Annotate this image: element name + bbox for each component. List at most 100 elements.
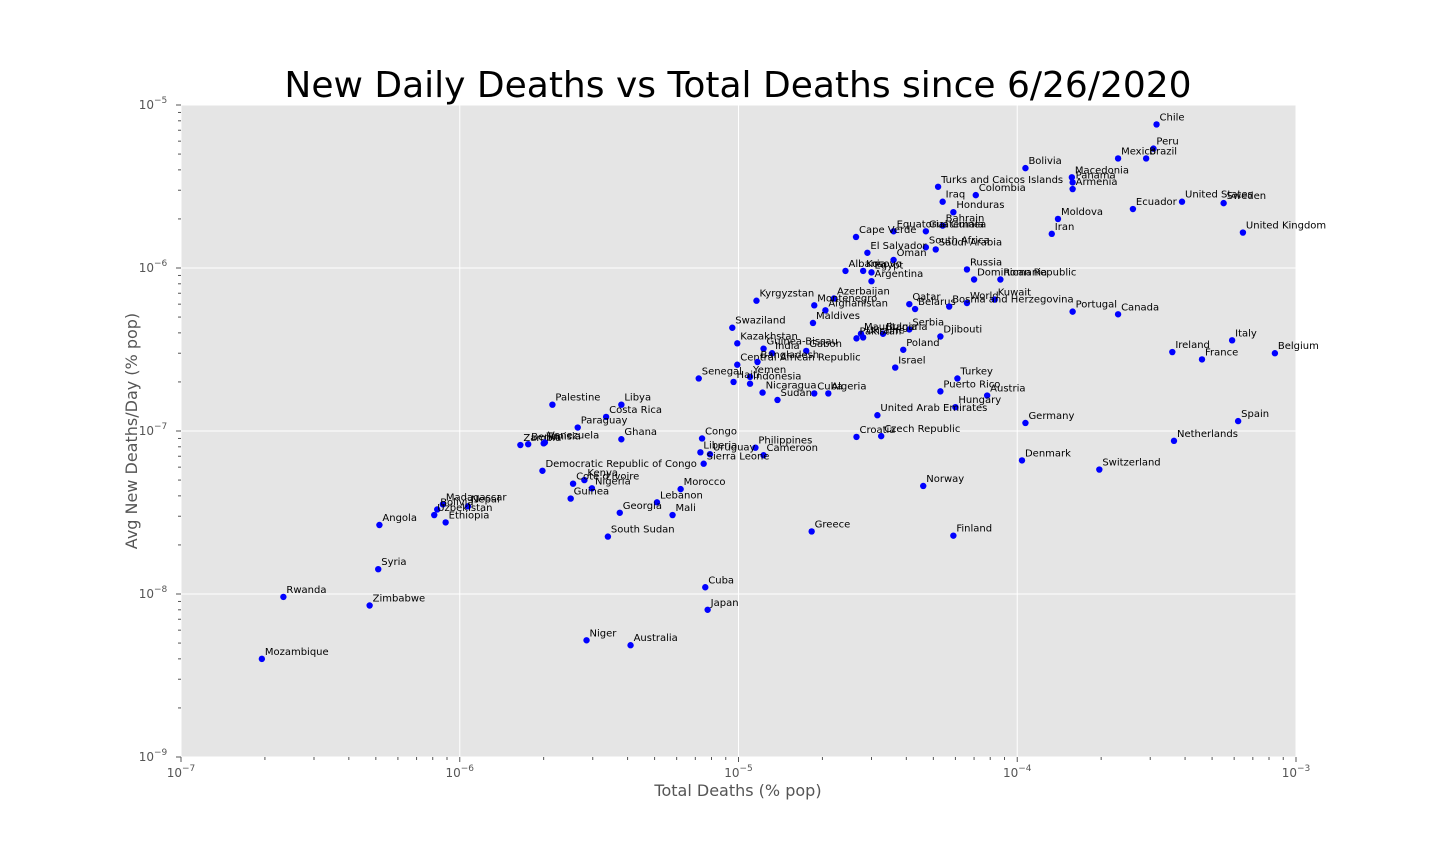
- point-label: Sierra Leone: [707, 452, 770, 463]
- point-label: Moldova: [1061, 207, 1103, 218]
- data-point: [803, 347, 810, 355]
- data-point: [852, 233, 860, 241]
- data-point: [734, 361, 741, 368]
- point-label: Lebanon: [660, 490, 703, 501]
- data-point: [906, 300, 913, 308]
- point-label: Nigeria: [595, 476, 631, 487]
- point-label: Guinea-Bissau: [767, 337, 838, 348]
- point-label: Egypt: [874, 260, 903, 271]
- point-label: Pakistan: [859, 326, 901, 337]
- point-label: Czech Republic: [884, 424, 960, 435]
- data-point: [541, 439, 549, 446]
- data-point: [375, 565, 382, 573]
- data-point: [588, 485, 596, 492]
- data-point: [879, 330, 887, 337]
- point-label: Croatia: [859, 425, 895, 436]
- y-axis-label: Avg New Deaths/Day (% pop): [122, 313, 141, 549]
- data-point: [581, 476, 588, 484]
- data-point: [906, 326, 913, 333]
- data-point: [1150, 145, 1157, 152]
- data-point: [583, 637, 590, 644]
- point-label: Angola: [382, 513, 417, 524]
- data-point: [517, 441, 524, 449]
- point-label: Maldives: [816, 311, 860, 322]
- data-point: [760, 452, 767, 459]
- data-point: [892, 364, 899, 371]
- data-point: [746, 380, 754, 387]
- point-label: Cote d'Ivoire: [576, 472, 639, 483]
- point-label: Mauritania: [864, 322, 917, 333]
- point-label: Paraguay: [581, 416, 628, 427]
- point-label: Hungary: [958, 395, 1001, 406]
- data-point: [1178, 198, 1186, 205]
- point-label: Japan: [710, 598, 739, 609]
- data-point: [946, 303, 953, 310]
- data-point: [939, 198, 946, 205]
- data-point: [753, 297, 760, 304]
- data-point: [1198, 356, 1206, 363]
- point-label: Albania: [848, 259, 885, 270]
- point-label: Kyrgyzstan: [759, 289, 814, 300]
- data-point: [730, 378, 737, 386]
- data-point: [734, 340, 741, 347]
- data-point: [698, 435, 706, 442]
- data-point: [569, 480, 577, 487]
- data-point: [1142, 155, 1150, 162]
- point-label: Poland: [906, 338, 939, 349]
- point-label: Gabon: [809, 339, 842, 350]
- point-label: Uzbekistan: [437, 503, 492, 514]
- data-point: [1018, 457, 1026, 464]
- data-point: [768, 350, 776, 357]
- data-point: [822, 307, 829, 314]
- y-tick-label: 10−6: [139, 259, 168, 275]
- data-point: [890, 228, 897, 235]
- data-point: [874, 412, 881, 419]
- x-tick-label: 10−6: [445, 764, 474, 780]
- point-label: South Africa: [929, 235, 990, 246]
- data-point: [877, 432, 885, 440]
- point-label: Venezuela: [548, 431, 599, 442]
- point-label: Brazil: [1149, 146, 1177, 157]
- data-point: [729, 324, 736, 331]
- data-point: [900, 346, 907, 353]
- data-point: [442, 519, 449, 526]
- point-label: Romania: [1003, 268, 1047, 279]
- data-point: [702, 584, 709, 591]
- y-tick-label: 10−8: [139, 585, 168, 601]
- data-point: [1129, 205, 1137, 213]
- data-point: [653, 499, 661, 506]
- data-point: [1069, 308, 1076, 315]
- data-point: [677, 485, 684, 493]
- data-point: [567, 495, 574, 502]
- point-label: Cape Verde: [859, 225, 916, 236]
- point-label: Bulgaria: [886, 322, 927, 333]
- point-label: Costa Rica: [609, 405, 662, 416]
- data-point: [752, 444, 759, 451]
- point-label: Finland: [956, 524, 992, 535]
- data-point: [937, 333, 944, 340]
- point-label: Canada: [1121, 302, 1159, 313]
- data-point: [1170, 437, 1178, 445]
- point-label: Honduras: [956, 200, 1004, 211]
- point-label: Afghanistan: [828, 298, 888, 309]
- data-point: [830, 295, 838, 302]
- data-point: [934, 183, 942, 190]
- data-point: [464, 503, 472, 510]
- data-point: [922, 228, 930, 235]
- data-point: [853, 433, 860, 441]
- data-point: [963, 266, 971, 273]
- data-point: [1169, 348, 1176, 356]
- point-label: Swaziland: [735, 316, 785, 327]
- point-label: Israel: [898, 356, 925, 367]
- data-point: [825, 390, 832, 397]
- data-point: [574, 424, 581, 431]
- point-label: Italy: [1235, 328, 1257, 339]
- point-label: Rwanda: [286, 585, 326, 596]
- point-label: Guinea: [574, 487, 609, 498]
- point-label: Mozambique: [265, 647, 329, 658]
- point-label: Zimbabwe: [373, 594, 426, 605]
- point-label: Armenia: [1076, 177, 1118, 188]
- data-point: [911, 305, 919, 313]
- data-point: [539, 467, 546, 474]
- data-point: [932, 246, 939, 253]
